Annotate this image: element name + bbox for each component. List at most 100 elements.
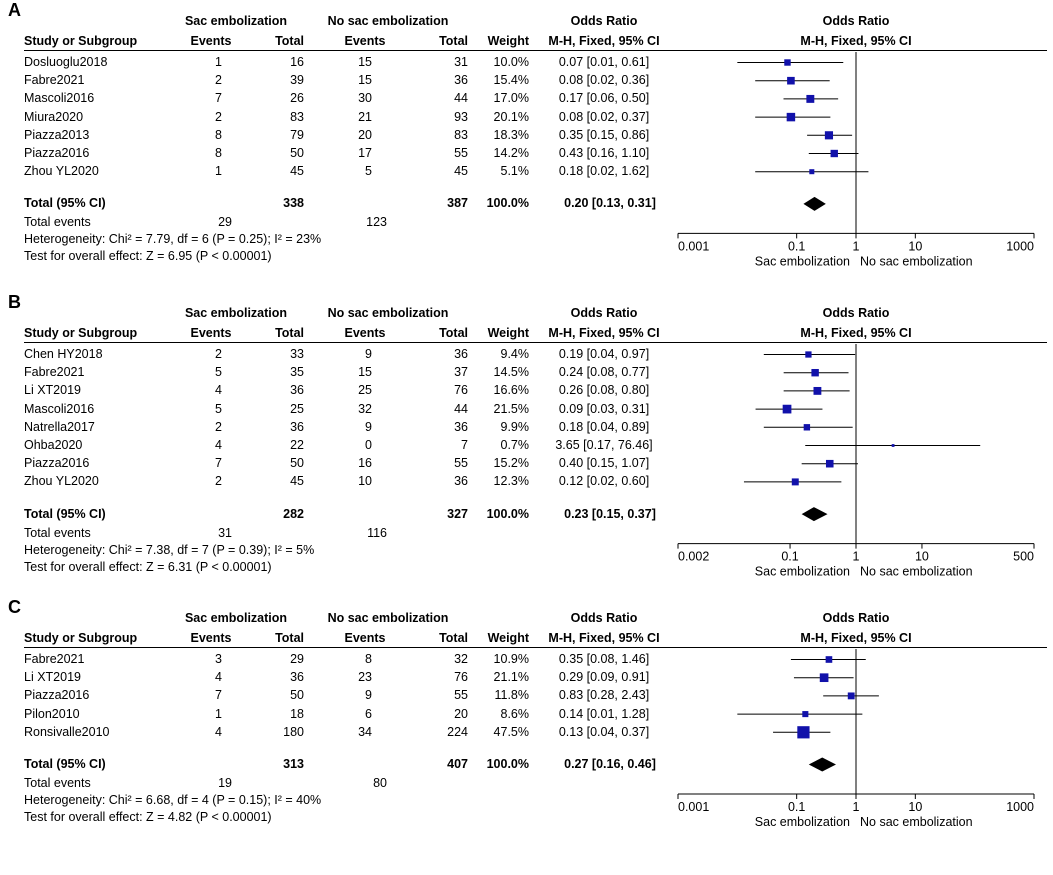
total1-cell: 39 (290, 73, 304, 88)
total-events-label: Total events (24, 215, 91, 230)
total1-cell: 22 (290, 438, 304, 452)
point-estimate-square (825, 459, 834, 468)
total-or-ci: 0.23 [0.15, 0.37] (564, 506, 656, 521)
total1-header: Total (275, 631, 304, 645)
events1-cell: 4 (215, 724, 222, 739)
or-plot-title-header: Odds Ratio (822, 611, 890, 625)
panel-letter: A (8, 0, 21, 20)
point-estimate-square (787, 76, 795, 85)
events1-header: Events (190, 631, 232, 645)
pooled-effect-diamond (808, 757, 836, 772)
total2-cell: 37 (454, 365, 468, 380)
point-estimate-square (805, 351, 812, 358)
or-ci-cell: 0.40 [0.15, 1.07] (558, 456, 650, 471)
study-name: Ohba2020 (24, 438, 83, 452)
total-weight: 100.0% (486, 757, 529, 771)
or-ci-cell: 0.12 [0.02, 0.60] (558, 474, 650, 489)
total-weight: 100.0% (486, 506, 529, 521)
total2-cell: 20 (454, 706, 468, 721)
study-name: Fabre2021 (24, 652, 85, 666)
events1-cell: 1 (215, 706, 222, 721)
events2-cell: 8 (365, 652, 372, 666)
events2-cell: 9 (365, 419, 372, 434)
total1-cell: 45 (290, 474, 304, 489)
heterogeneity-text: Heterogeneity: Chi² = 7.38, df = 7 (P = … (24, 542, 315, 557)
header-rule (24, 647, 1047, 648)
forest-plot-area: 0.001 0.1 1 10 1000 Sac embolization No sac em… (677, 649, 1035, 829)
or-method-header: M-H, Fixed, 95% CI (548, 34, 660, 48)
or-ci-cell: 0.83 [0.28, 2.43] (558, 688, 650, 703)
total-label: Total (95% CI) (24, 506, 106, 521)
total1-cell: 45 (290, 164, 304, 179)
or-ci-cell: 0.14 [0.01, 1.28] (558, 706, 650, 721)
group1-header: Sac embolization (184, 306, 288, 320)
total1-cell: 83 (290, 109, 304, 124)
x-axis-tick-label: 1 (853, 550, 860, 564)
events2-header: Events (344, 326, 386, 340)
x-axis-tick-label: 1000 (1006, 800, 1034, 814)
total1-cell: 26 (290, 91, 304, 106)
group2-header: No sac embolization (327, 306, 449, 320)
events2-cell: 15 (358, 55, 372, 69)
events1-header: Events (190, 34, 232, 48)
group2-header: No sac embolization (327, 611, 449, 625)
total2-cell: 83 (454, 127, 468, 142)
events2-cell: 21 (358, 109, 372, 124)
events1-header: Events (190, 326, 232, 340)
x-axis-tick-label: 0.002 (678, 550, 709, 564)
x-axis-tick-label: 0.1 (781, 550, 798, 564)
pooled-effect-diamond (803, 196, 826, 211)
total1-cell: 25 (290, 401, 304, 416)
group2-header: No sac embolization (327, 14, 449, 28)
total2-sum: 407 (447, 757, 468, 771)
events2-cell: 0 (365, 438, 372, 452)
study-name: Fabre2021 (24, 365, 85, 380)
study-name: Fabre2021 (24, 73, 85, 88)
weight-cell: 9.9% (500, 419, 530, 434)
total-events2: 123 (366, 215, 387, 230)
x-axis-tick-label: 10 (908, 239, 922, 253)
x-axis-tick-label: 0.1 (788, 800, 805, 814)
total-or-ci: 0.20 [0.13, 0.31] (564, 196, 656, 211)
or-ci-cell: 0.19 [0.04, 0.97] (558, 347, 650, 361)
or-plot-title-header: Odds Ratio (822, 306, 890, 320)
study-name: Dosluoglu2018 (24, 55, 108, 69)
total1-cell: 33 (290, 347, 304, 361)
events2-cell: 25 (358, 383, 372, 398)
events1-cell: 4 (215, 383, 222, 398)
total-events2: 80 (373, 776, 387, 790)
events2-cell: 10 (358, 474, 372, 489)
study-name: Piazza2016 (24, 456, 90, 471)
forest-panel-a: A Sac embolization No sac embolization Odds… (0, 0, 1053, 278)
header-rule (24, 50, 1047, 51)
total1-cell: 50 (290, 456, 304, 471)
events2-cell: 16 (358, 456, 372, 471)
total2-sum: 327 (447, 506, 468, 521)
x-axis-tick-label: 1 (853, 239, 860, 253)
total-events2: 116 (367, 525, 387, 540)
total-events1: 31 (218, 525, 232, 540)
total2-cell: 76 (454, 670, 468, 685)
events1-cell: 8 (215, 127, 222, 142)
forest-panel-b: B Sac embolization No sac embolization Odds… (0, 292, 1053, 579)
overall-effect-text: Test for overall effect: Z = 6.95 (P < 0… (24, 249, 272, 264)
study-name: Pilon2010 (24, 706, 80, 721)
study-name: Piazza2016 (24, 688, 90, 703)
overall-effect-text: Test for overall effect: Z = 6.31 (P < 0… (24, 559, 272, 574)
study-name: Mascoli2016 (24, 401, 95, 416)
total1-cell: 36 (290, 419, 304, 434)
total1-cell: 18 (290, 706, 304, 721)
total1-sum: 338 (283, 196, 304, 211)
or-plot-method-header: M-H, Fixed, 95% CI (800, 326, 912, 340)
total-label: Total (95% CI) (24, 196, 106, 211)
point-estimate-square (847, 692, 855, 700)
or-ci-cell: 0.07 [0.01, 0.61] (558, 55, 650, 69)
or-ci-cell: 0.18 [0.02, 1.62] (558, 164, 650, 179)
or-plot-title-header: Odds Ratio (822, 14, 890, 28)
point-estimate-square (791, 478, 799, 486)
weight-cell: 21.5% (493, 401, 529, 416)
events1-cell: 3 (215, 652, 222, 666)
events1-cell: 5 (215, 365, 222, 380)
total-label: Total (95% CI) (24, 757, 106, 771)
events1-cell: 7 (215, 456, 222, 471)
